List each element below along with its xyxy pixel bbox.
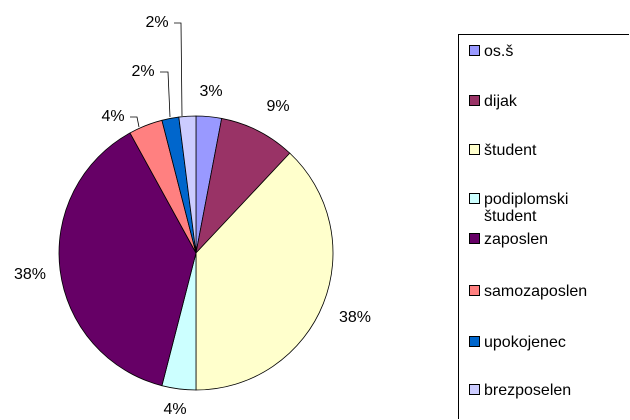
- leader-line: [174, 22, 183, 117]
- legend-swatch: [469, 95, 480, 106]
- legend-swatch: [469, 45, 480, 56]
- legend-label: os.š: [484, 43, 514, 60]
- legend-label: brezposelen: [484, 382, 572, 399]
- legend-item: študent: [469, 142, 619, 159]
- legend-swatch: [469, 233, 480, 244]
- legend-item: os.š: [469, 43, 619, 60]
- legend-label: upokojenec: [484, 334, 566, 351]
- legend-label: samozaposlen: [484, 283, 588, 300]
- data-label: 4%: [163, 401, 186, 418]
- legend-swatch: [469, 193, 480, 204]
- legend-item: podiplomski študent: [469, 191, 619, 225]
- data-label: 38%: [14, 266, 46, 283]
- leader-line: [130, 116, 140, 128]
- legend-item: zaposlen: [469, 231, 619, 248]
- leader-line: [160, 71, 171, 118]
- data-label: 2%: [131, 63, 154, 80]
- legend-item: dijak: [469, 93, 619, 110]
- legend-swatch: [469, 336, 480, 347]
- data-label: 9%: [266, 98, 289, 115]
- legend-label: zaposlen: [484, 231, 549, 248]
- legend-swatch: [469, 285, 480, 296]
- data-label: 38%: [339, 309, 371, 326]
- pie-slice: [195, 152, 334, 391]
- legend-swatch: [469, 384, 480, 395]
- pie-slice: [178, 115, 197, 254]
- data-label: 2%: [145, 14, 168, 31]
- legend-swatch: [469, 144, 480, 155]
- legend-item: brezposelen: [469, 382, 619, 399]
- pie-slice: [58, 132, 197, 387]
- data-label: 3%: [199, 83, 222, 100]
- legend-label: podiplomski študent: [484, 191, 569, 225]
- data-label: 4%: [101, 108, 124, 125]
- legend: os.š dijak študent podiplomski študent zapos…: [458, 34, 629, 419]
- legend-label: študent: [484, 142, 537, 159]
- legend-label: dijak: [484, 93, 517, 110]
- legend-item: samozaposlen: [469, 283, 619, 300]
- legend-item: upokojenec: [469, 334, 619, 351]
